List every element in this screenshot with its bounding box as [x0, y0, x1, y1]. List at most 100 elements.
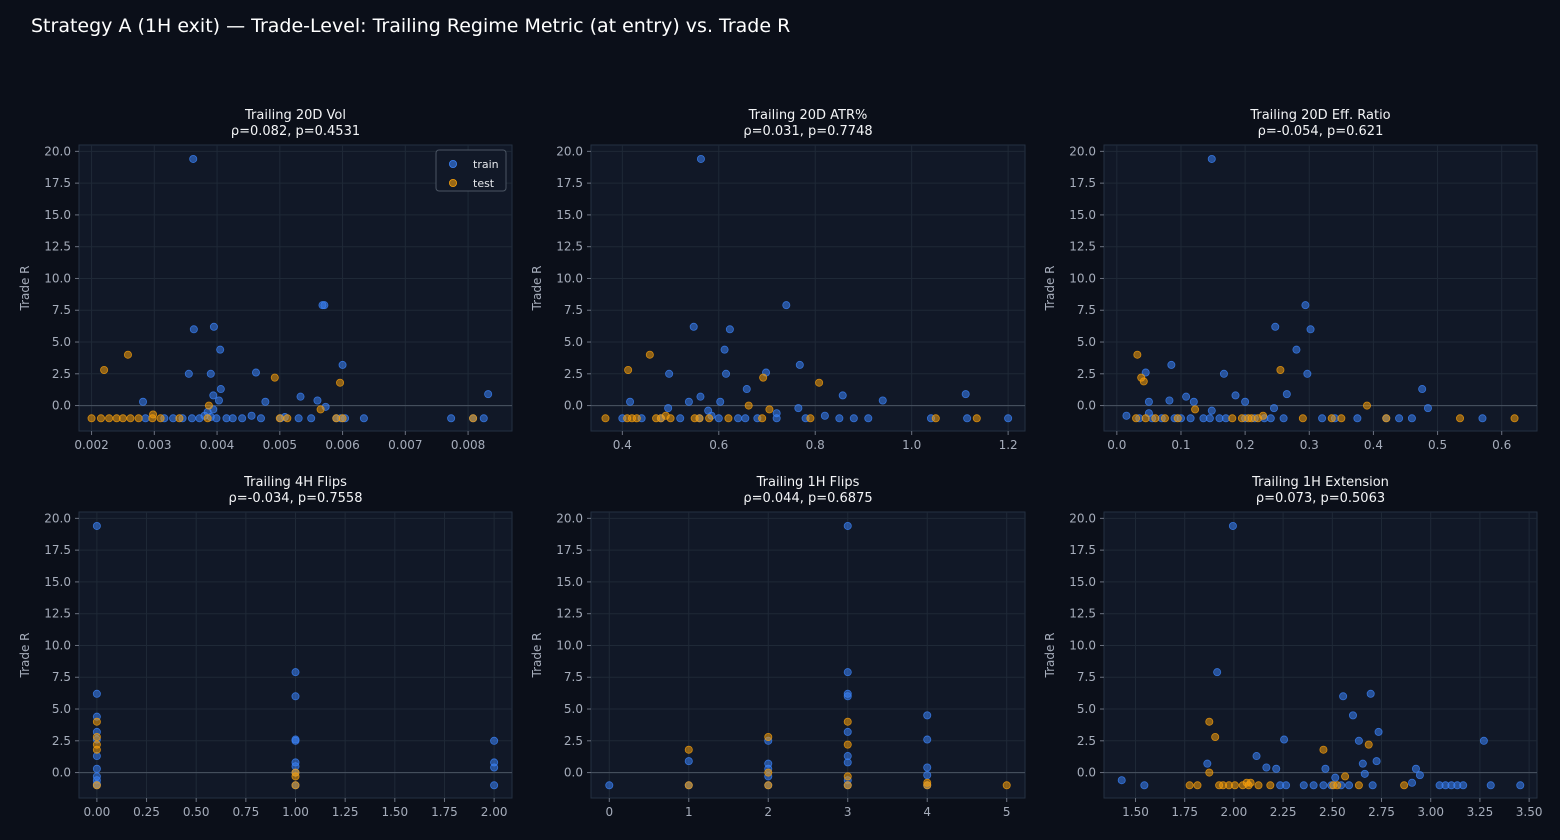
y-tick-label: 5.0	[564, 702, 583, 716]
test-point	[1354, 781, 1363, 790]
test-point	[764, 768, 773, 777]
x-tick-label: 0.2	[1236, 438, 1255, 452]
y-tick-label: 2.5	[564, 367, 583, 381]
y-tick-label: 10.0	[1069, 271, 1096, 285]
test-point	[105, 414, 114, 423]
train-point	[1358, 759, 1367, 768]
test-point	[815, 378, 824, 387]
y-tick-label: 17.5	[44, 543, 71, 557]
train-point	[484, 390, 493, 399]
train-point	[725, 325, 734, 334]
train-point	[843, 692, 852, 701]
train-point	[490, 781, 499, 790]
y-tick-label: 5.0	[52, 702, 71, 716]
train-point	[209, 322, 218, 331]
y-tick-label: 12.5	[556, 607, 583, 621]
plot-area	[590, 144, 1026, 432]
train-point	[1374, 727, 1383, 736]
test-point	[1205, 768, 1214, 777]
y-tick-label: 0.0	[1077, 399, 1096, 413]
y-tick-label: 2.5	[52, 367, 71, 381]
series-train	[92, 521, 499, 790]
y-tick-label: 10.0	[44, 638, 71, 652]
train-point	[1360, 769, 1369, 778]
panel-subtitle: ρ=0.073, p=0.5063	[1256, 491, 1385, 506]
x-tick-label: 0.50	[183, 805, 210, 819]
train-point	[676, 414, 685, 423]
test-point	[283, 414, 292, 423]
train-point	[835, 414, 844, 423]
train-point	[1372, 757, 1381, 766]
train-point	[1117, 776, 1126, 785]
train-point	[1411, 764, 1420, 773]
y-tick-label: 0.0	[564, 399, 583, 413]
test-point	[843, 717, 852, 726]
y-tick-label: 12.5	[556, 240, 583, 254]
x-tick-label: 1.75	[431, 805, 458, 819]
panel-title: Trailing 20D Vol	[244, 108, 346, 123]
test-point	[1382, 414, 1391, 423]
train-point	[794, 404, 803, 413]
train-point	[338, 360, 347, 369]
train-point	[1282, 390, 1291, 399]
test-point	[1002, 781, 1011, 790]
train-point	[1319, 781, 1328, 790]
y-tick-label: 17.5	[1069, 543, 1096, 557]
train-point	[1309, 781, 1318, 790]
y-tick-label: 5.0	[564, 335, 583, 349]
train-point	[1292, 345, 1301, 354]
train-point	[961, 390, 970, 399]
plot-area	[590, 511, 1026, 799]
panel-subtitle: ρ=0.082, p=0.4531	[231, 124, 360, 139]
legend-marker-train	[448, 159, 457, 168]
train-point	[795, 360, 804, 369]
test-point	[1185, 781, 1194, 790]
x-tick-label: 2.75	[1368, 805, 1395, 819]
x-tick-label: 0.8	[806, 438, 825, 452]
y-tick-label: 7.5	[52, 303, 71, 317]
y-tick-label: 2.5	[1077, 734, 1096, 748]
x-tick-label: 0.004	[200, 438, 234, 452]
train-point	[238, 414, 247, 423]
y-tick-label: 20.0	[44, 144, 71, 158]
y-tick-label: 5.0	[52, 335, 71, 349]
x-tick-label: 0.008	[451, 438, 485, 452]
train-point	[1282, 781, 1291, 790]
y-tick-label: 7.5	[564, 303, 583, 317]
train-point	[214, 396, 223, 405]
x-tick-label: 2.25	[1270, 805, 1297, 819]
y-tick-label: 0.0	[1077, 766, 1096, 780]
x-tick-label: 0.005	[263, 438, 297, 452]
y-axis-label: Trade R	[1043, 265, 1057, 311]
y-tick-label: 15.0	[556, 208, 583, 222]
train-point	[307, 414, 316, 423]
train-point	[1122, 411, 1131, 420]
train-point	[261, 397, 270, 406]
test-point	[118, 414, 127, 423]
train-point	[1366, 689, 1375, 698]
x-tick-label: 0.3	[1300, 438, 1319, 452]
panel-trailing-20d-eff-ratio: 0.0 0.1 0.2 0.3 0.4 0.5 0.6 0.0 2.5 5.0 7.5 10.0 12.…	[1043, 108, 1538, 452]
train-point	[1207, 154, 1216, 163]
y-tick-label: 7.5	[1077, 670, 1096, 684]
test-point	[1133, 350, 1142, 359]
y-axis-label: Trade R	[530, 265, 544, 311]
train-point	[1203, 759, 1212, 768]
train-point	[313, 396, 322, 405]
test-point	[601, 414, 610, 423]
test-point	[666, 414, 675, 423]
series-train	[618, 154, 1013, 423]
test-point	[923, 781, 932, 790]
x-tick-label: 0.00	[84, 805, 111, 819]
train-point	[722, 369, 731, 378]
test-point	[1205, 717, 1214, 726]
y-tick-label: 7.5	[1077, 303, 1096, 317]
train-point	[1165, 396, 1174, 405]
train-point	[1207, 406, 1216, 415]
train-point	[1182, 392, 1191, 401]
test-point	[1173, 414, 1182, 423]
train-point	[696, 154, 705, 163]
series-test	[92, 717, 300, 790]
y-tick-label: 0.0	[52, 766, 71, 780]
test-point	[1319, 745, 1328, 754]
